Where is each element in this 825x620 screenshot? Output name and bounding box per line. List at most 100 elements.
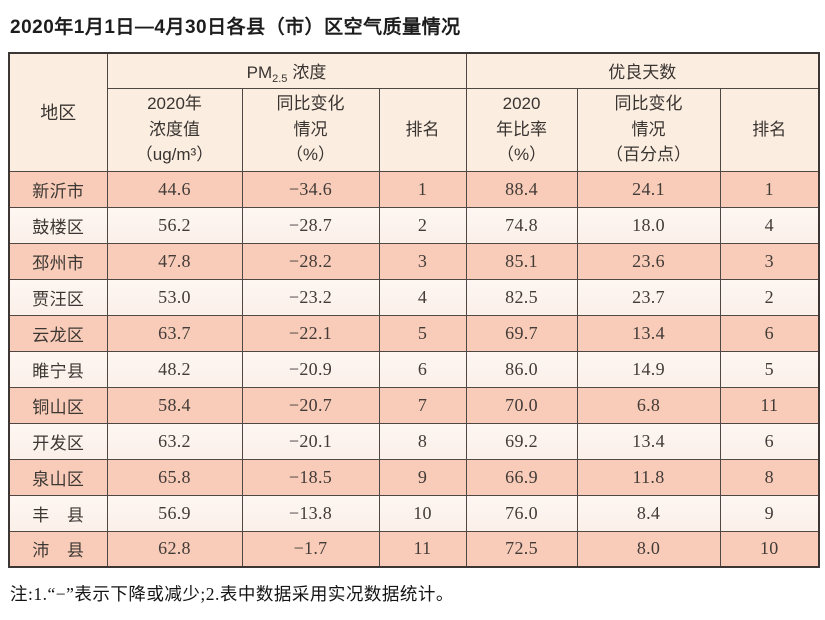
ratio-cell: 70.0 [465,386,578,424]
ratio-change-cell: 18.0 [576,206,721,244]
ratio-change-cell: 6.8 [576,386,721,424]
pm-change-cell: −28.7 [241,206,380,244]
ratio-change-cell: 24.1 [576,170,721,208]
pm-change-cell: −23.2 [241,278,380,316]
region-cell: 沛 县 [8,530,108,568]
table-header: 地区 PM2.5 浓度 优良天数 2020年 浓度值 （ug/m³） 同比变化 情… [8,52,820,172]
ratio-change-cell: 23.7 [576,278,721,316]
pm-rank-cell: 2 [378,206,467,244]
pm-value-cell: 65.8 [106,458,243,496]
pm-value-header: 2020年 浓度值 （ug/m³） [106,87,243,172]
pm-rank-cell: 8 [378,422,467,460]
ratio-rank-cell: 6 [719,314,820,352]
table-row: 鼓楼区 56.2 −28.7 2 74.8 18.0 4 [8,206,820,244]
pm-suffix-label: 浓度 [292,63,327,83]
ratio-cell: 72.5 [465,530,578,568]
pm-rank-cell: 4 [378,278,467,316]
pm-value-cell: 48.2 [106,350,243,388]
table-row: 新沂市 44.6 −34.6 1 88.4 24.1 1 [8,170,820,208]
pm-value-cell: 62.8 [106,530,243,568]
ratio-change-cell: 23.6 [576,242,721,280]
table-row: 贾汪区 53.0 −23.2 4 82.5 23.7 2 [8,278,820,316]
ratio-rank-cell: 4 [719,206,820,244]
region-column-header: 地区 [8,52,108,172]
ratio-cell: 76.0 [465,494,578,532]
ratio-cell: 88.4 [465,170,578,208]
page: 2020年1月1日—4月30日各县（市）区空气质量情况 地区 PM2.5 浓度 优… [8,17,821,604]
ratio-rank-cell: 5 [719,350,820,388]
region-cell: 贾汪区 [8,278,108,316]
region-cell: 铜山区 [8,386,108,424]
table-row: 沛 县 62.8 −1.7 11 72.5 8.0 10 [8,530,820,568]
pm-change-cell: −18.5 [241,458,380,496]
pm-value-cell: 47.8 [106,242,243,280]
page-title: 2020年1月1日—4月30日各县（市）区空气质量情况 [10,17,461,38]
ratio-cell: 85.1 [465,242,578,280]
table-row: 开发区 63.2 −20.1 8 69.2 13.4 6 [8,422,820,460]
ratio-rank-header: 排名 [719,87,820,172]
table-row: 邳州市 47.8 −28.2 3 85.1 23.6 3 [8,242,820,280]
table-body: 新沂市 44.6 −34.6 1 88.4 24.1 1 鼓楼区 56.2 −2… [8,170,820,568]
footnote: 注:1.“−”表示下降或减少;2.表中数据采用实况数据统计。 [10,584,454,604]
group-header-row: 地区 PM2.5 浓度 优良天数 [8,52,820,172]
pm-value-cell: 53.0 [106,278,243,316]
ratio-change-cell: 8.4 [576,494,721,532]
ratio-change-cell: 11.8 [576,458,721,496]
pm-rank-header: 排名 [378,87,467,172]
table-row: 云龙区 63.7 −22.1 5 69.7 13.4 6 [8,314,820,352]
ratio-cell: 82.5 [465,278,578,316]
pm-value-cell: 56.2 [106,206,243,244]
pm-value-cell: 56.9 [106,494,243,532]
good-days-group-header: 优良天数 [465,52,820,89]
pm-rank-cell: 10 [378,494,467,532]
pm-rank-cell: 5 [378,314,467,352]
pm-rank-cell: 9 [378,458,467,496]
sub-header-row: 2020年 浓度值 （ug/m³） 同比变化 情况 （%） 排名 2020 年比… [9,87,820,172]
pm-rank-cell: 7 [378,386,467,424]
ratio-change-cell: 14.9 [576,350,721,388]
air-quality-table: 地区 PM2.5 浓度 优良天数 2020年 浓度值 （ug/m³） 同比变化 情… [8,52,821,568]
table-row: 丰 县 56.9 −13.8 10 76.0 8.4 9 [8,494,820,532]
region-cell: 丰 县 [8,494,108,532]
ratio-rank-cell: 2 [719,278,820,316]
ratio-cell: 69.7 [465,314,578,352]
ratio-rank-cell: 1 [719,170,820,208]
ratio-header: 2020 年比率 （%） [465,87,578,172]
ratio-rank-cell: 11 [719,386,820,424]
pm-value-cell: 44.6 [106,170,243,208]
pm-change-cell: −28.2 [241,242,380,280]
pm-change-cell: −34.6 [241,170,380,208]
ratio-rank-cell: 10 [719,530,820,568]
region-cell: 泉山区 [8,458,108,496]
region-cell: 云龙区 [8,314,108,352]
ratio-change-cell: 13.4 [576,314,721,352]
pm-label: PM [246,63,273,83]
pm-rank-cell: 11 [378,530,467,568]
ratio-change-header: 同比变化 情况 （百分点） [576,87,721,172]
pm-change-cell: −13.8 [241,494,380,532]
ratio-rank-cell: 8 [719,458,820,496]
region-cell: 新沂市 [8,170,108,208]
pm-change-cell: −20.9 [241,350,380,388]
pm-value-cell: 58.4 [106,386,243,424]
pm-change-cell: −1.7 [241,530,380,568]
pm-value-cell: 63.7 [106,314,243,352]
ratio-rank-cell: 3 [719,242,820,280]
ratio-cell: 66.9 [465,458,578,496]
pm-subscript: 2.5 [272,73,288,86]
pm-change-header: 同比变化 情况 （%） [241,87,380,172]
table-row: 睢宁县 48.2 −20.9 6 86.0 14.9 5 [8,350,820,388]
region-cell: 睢宁县 [8,350,108,388]
table-row: 铜山区 58.4 −20.7 7 70.0 6.8 11 [8,386,820,424]
pm-value-cell: 63.2 [106,422,243,460]
pm25-group-header: PM2.5 浓度 [106,52,467,89]
ratio-cell: 74.8 [465,206,578,244]
pm-change-cell: −20.1 [241,422,380,460]
ratio-cell: 69.2 [465,422,578,460]
pm-change-cell: −22.1 [241,314,380,352]
ratio-cell: 86.0 [465,350,578,388]
region-cell: 开发区 [8,422,108,460]
ratio-change-cell: 8.0 [576,530,721,568]
region-cell: 鼓楼区 [8,206,108,244]
region-cell: 邳州市 [8,242,108,280]
